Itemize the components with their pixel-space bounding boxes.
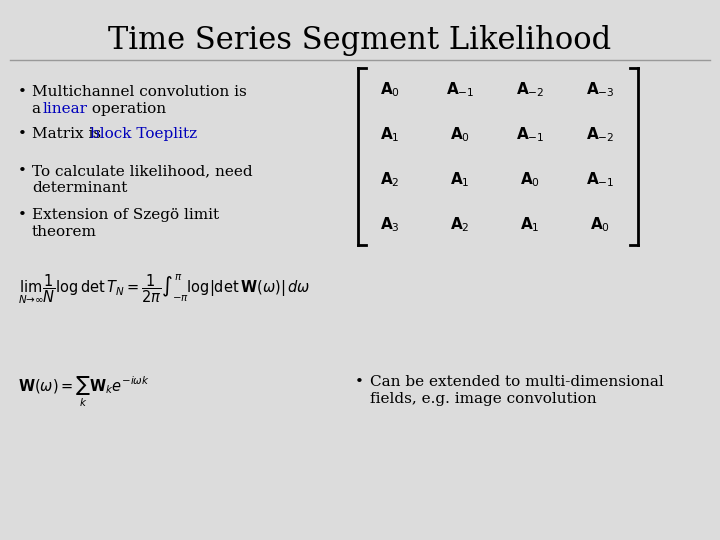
Text: $\mathbf{W}(\omega) = \sum_{k} \mathbf{W}_k e^{-i\omega k}$: $\mathbf{W}(\omega) = \sum_{k} \mathbf{W… [18,375,150,409]
Text: •: • [18,85,27,99]
Text: •: • [18,127,27,141]
Text: Multichannel convolution is: Multichannel convolution is [32,85,247,99]
Text: $\mathbf{A}_{0}$: $\mathbf{A}_{0}$ [520,171,540,190]
Text: •: • [355,375,364,389]
Text: $\mathbf{A}_{{-3}}$: $\mathbf{A}_{{-3}}$ [585,80,614,99]
Text: theorem: theorem [32,225,97,239]
Text: Extension of Szegö limit: Extension of Szegö limit [32,208,219,222]
Text: $\mathbf{A}_{1}$: $\mathbf{A}_{1}$ [380,126,400,144]
Text: Matrix is: Matrix is [32,127,106,141]
Text: a: a [32,102,46,116]
Text: Time Series Segment Likelihood: Time Series Segment Likelihood [109,25,611,56]
Text: $\mathbf{A}_{{-2}}$: $\mathbf{A}_{{-2}}$ [516,80,544,99]
Text: $\mathbf{A}_{1}$: $\mathbf{A}_{1}$ [520,215,540,234]
Text: $\mathbf{A}_{0}$: $\mathbf{A}_{0}$ [450,126,470,144]
Text: $\mathbf{A}_{{-2}}$: $\mathbf{A}_{{-2}}$ [585,126,614,144]
Text: •: • [18,208,27,222]
Text: $\mathbf{A}_{0}$: $\mathbf{A}_{0}$ [590,215,610,234]
Text: $\mathbf{A}_{1}$: $\mathbf{A}_{1}$ [450,171,470,190]
Text: $\mathbf{A}_{3}$: $\mathbf{A}_{3}$ [380,215,400,234]
Text: To calculate likelihood, need: To calculate likelihood, need [32,164,253,178]
Text: •: • [18,164,27,178]
Text: $\mathbf{A}_{0}$: $\mathbf{A}_{0}$ [380,80,400,99]
Text: $\mathbf{A}_{{-1}}$: $\mathbf{A}_{{-1}}$ [516,126,544,144]
Text: $\mathbf{A}_{2}$: $\mathbf{A}_{2}$ [450,215,470,234]
Text: $\lim_{N\to\infty} \dfrac{1}{N} \log \det T_N = \dfrac{1}{2\pi} \int_{-\pi}^{\pi: $\lim_{N\to\infty} \dfrac{1}{N} \log \de… [18,272,310,306]
Text: linear: linear [43,102,88,116]
Text: determinant: determinant [32,181,127,195]
Text: operation: operation [87,102,166,116]
Text: $\mathbf{A}_{{-1}}$: $\mathbf{A}_{{-1}}$ [585,171,614,190]
Text: fields, e.g. image convolution: fields, e.g. image convolution [370,392,597,406]
Text: $\mathbf{A}_{{-1}}$: $\mathbf{A}_{{-1}}$ [446,80,474,99]
Text: block Toeplitz: block Toeplitz [90,127,197,141]
Text: $\mathbf{A}_{2}$: $\mathbf{A}_{2}$ [380,171,400,190]
Text: Can be extended to multi-dimensional: Can be extended to multi-dimensional [370,375,664,389]
